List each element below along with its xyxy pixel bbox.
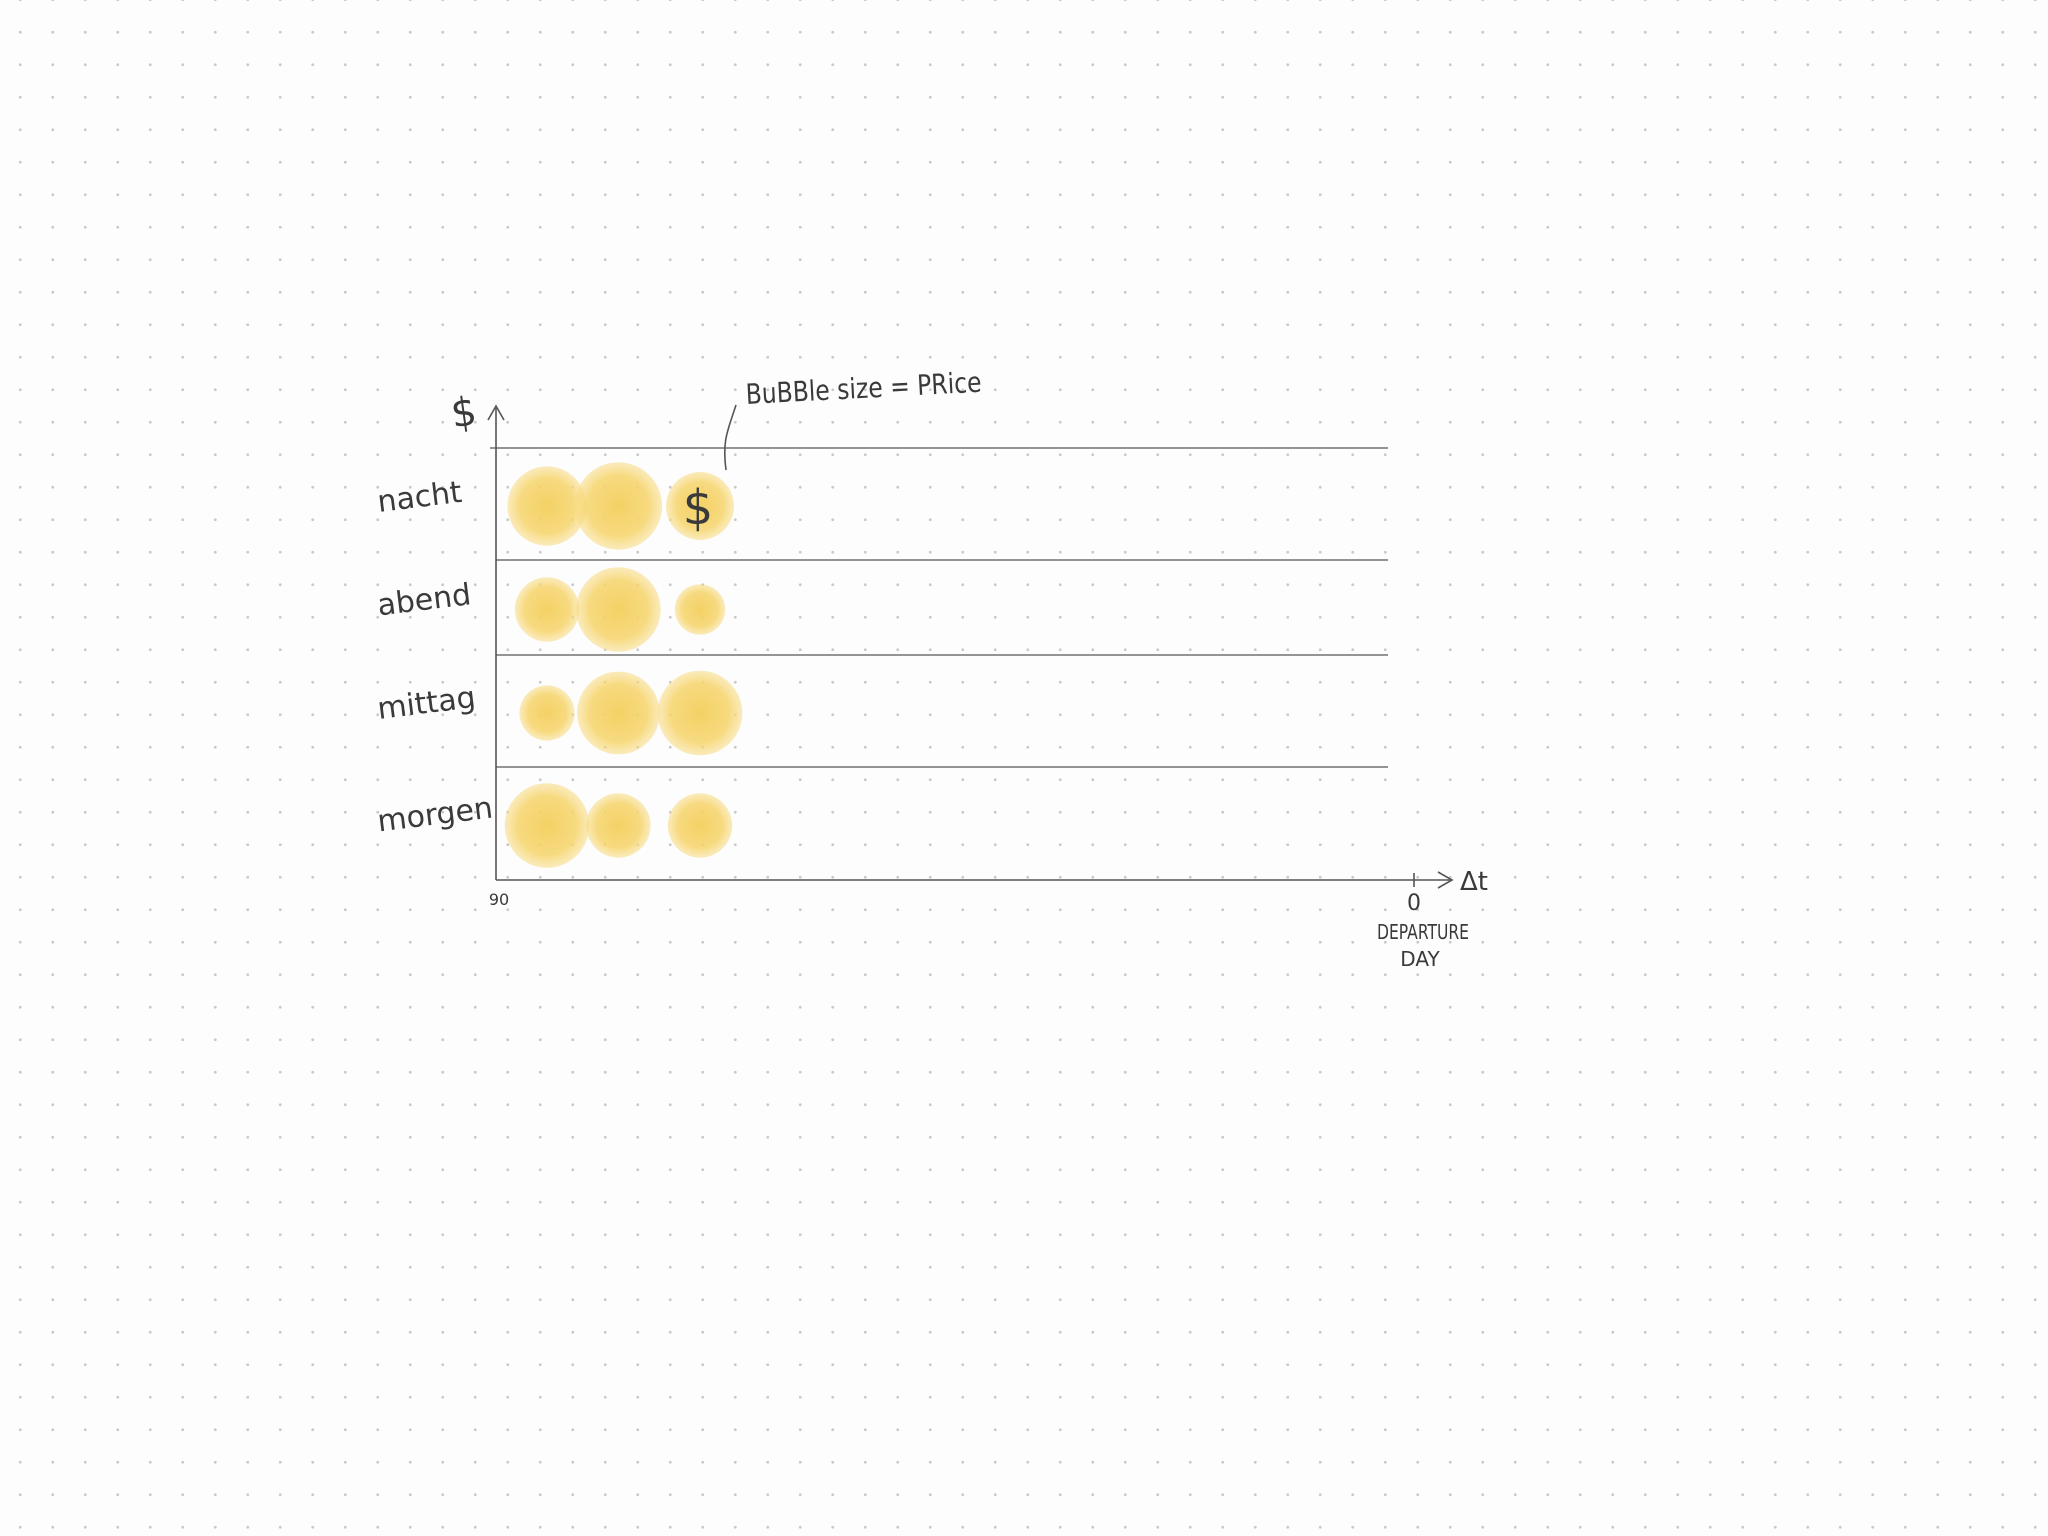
- category-label-morgen: morgen: [375, 791, 494, 840]
- bubble-abend-0: [514, 577, 580, 642]
- departure-caption-line1: DEPARTURE: [1377, 920, 1469, 944]
- bubble-dollar-marker: $: [683, 480, 714, 536]
- annotation-leader: [723, 404, 737, 471]
- bubble-nacht-0: [507, 466, 587, 546]
- x-end-label: 0: [1407, 891, 1421, 916]
- y-axis-arrow-icon: [487, 404, 505, 421]
- x-axis-label: Δt: [1460, 867, 1488, 897]
- bubble-morgen-2: [667, 793, 733, 858]
- category-label-abend: abend: [375, 577, 473, 623]
- bubble-abend-2: [674, 584, 726, 635]
- bubble-mittag-0: [519, 685, 575, 741]
- category-labels: nacht abend mittag morgen: [375, 475, 494, 840]
- x-start-label: 90: [489, 890, 509, 909]
- bubble-abend-1: [576, 567, 661, 652]
- x-axis-arrow-icon: [1437, 871, 1454, 889]
- departure-caption-line2: DAY: [1400, 947, 1440, 971]
- category-label-nacht: nacht: [375, 475, 464, 520]
- bubbles: $: [504, 462, 743, 868]
- annotation-text: BuBBle size = PRice: [745, 366, 982, 411]
- category-label-mittag: mittag: [375, 680, 477, 727]
- y-axis-label: $: [448, 388, 480, 437]
- bubble-mittag-1: [577, 671, 660, 755]
- bubble-mittag-2: [657, 670, 743, 756]
- bubble-morgen-0: [504, 783, 590, 868]
- bubble-nacht-1: [574, 462, 663, 550]
- bubble-nacht-2: [666, 472, 734, 540]
- row-separators: [490, 447, 1388, 768]
- bubble-morgen-1: [586, 793, 651, 858]
